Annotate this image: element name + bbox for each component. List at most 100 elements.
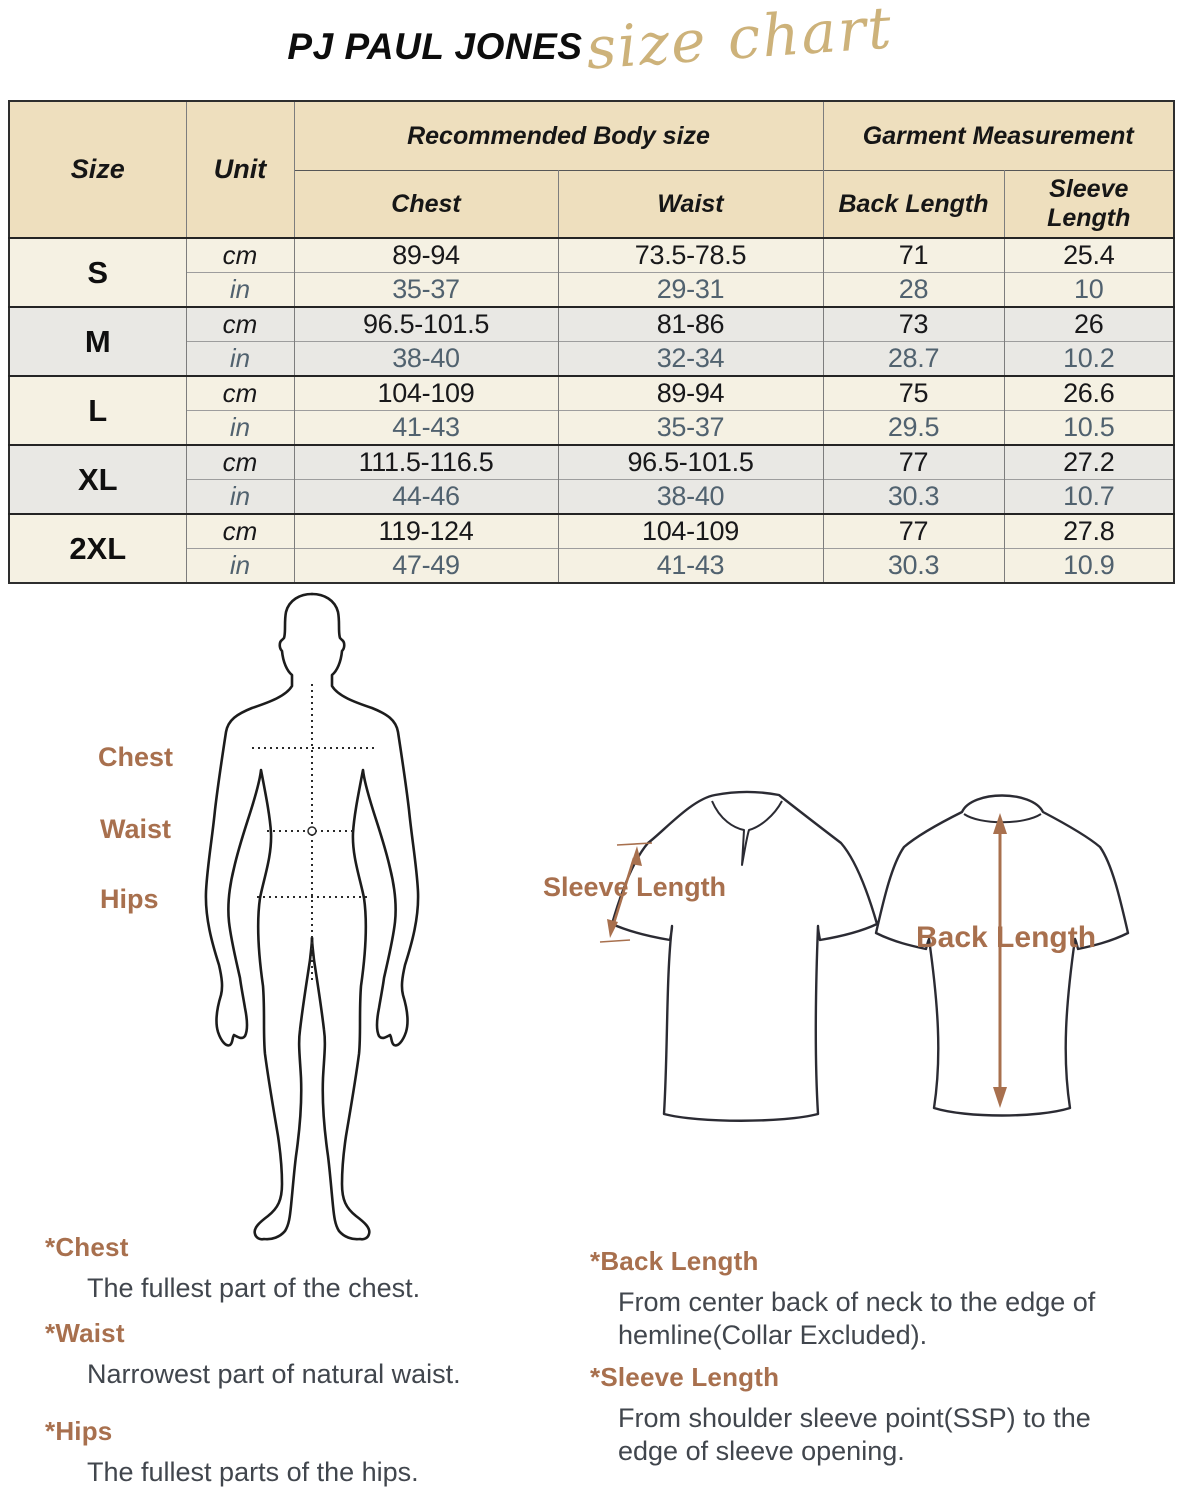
measurement-value-cm: 104-109 [557, 513, 824, 549]
unit-cm-label: cm [185, 513, 295, 549]
size-value: XL [8, 444, 187, 514]
measurement-value-in: 30.3 [822, 479, 1005, 514]
table-row: in 41-43 35-37 29.5 10.5 [9, 410, 1175, 445]
unit-in-label: in [185, 410, 295, 445]
unit-cm-label: cm [185, 375, 295, 411]
measurement-value-in: 29-31 [557, 272, 824, 307]
measurement-value-cm: 111.5-116.5 [293, 444, 559, 480]
measurement-value-in: 10.9 [1003, 548, 1175, 583]
col-header-size: Size [8, 101, 187, 238]
measurement-value-cm: 27.8 [1003, 513, 1175, 549]
table-row: 2XL cm 119-124 104-109 77 27.8 [8, 513, 1175, 583]
col-header-unit: Unit [185, 101, 295, 238]
measurement-value-in: 28.7 [822, 341, 1005, 376]
note-desc: Narrowest part of natural waist. [87, 1359, 461, 1389]
unit-in-label: in [185, 548, 295, 583]
measurement-value-cm: 26.6 [1003, 375, 1175, 411]
note-chest: *Chest The fullest part of the chest. [45, 1232, 420, 1305]
page-title: PJ PAUL JONES size chart [0, 0, 1181, 83]
measurement-value-cm: 89-94 [293, 237, 559, 273]
unit-cm-label: cm [185, 444, 295, 480]
measurement-value-cm: 27.2 [1003, 444, 1175, 480]
measurement-value-in: 28 [822, 272, 1005, 307]
unit-in-label: in [185, 341, 295, 376]
table-row: in 47-49 41-43 30.3 10.9 [9, 548, 1175, 583]
size-value: S [8, 237, 187, 307]
measurement-value-cm: 96.5-101.5 [293, 306, 559, 342]
measurement-value-cm: 75 [822, 375, 1005, 411]
col-header-back-length: Back Length [822, 170, 1005, 238]
size-table: Size Unit Recommended Body size Garment … [8, 100, 1176, 584]
back-length-arrow [993, 813, 1007, 1108]
chest-label: Chest [98, 742, 174, 772]
measurement-value-in: 47-49 [293, 548, 559, 583]
note-term: *Waist [45, 1318, 125, 1348]
note-term: *Hips [45, 1416, 113, 1446]
measurement-value-in: 30.3 [822, 548, 1005, 583]
measurement-value-in: 35-37 [293, 272, 559, 307]
measurement-value-in: 10.7 [1003, 479, 1175, 514]
measurement-value-in: 35-37 [557, 410, 824, 445]
note-desc: The fullest part of the chest. [87, 1273, 421, 1303]
unit-in-label: in [185, 479, 295, 514]
unit-cm-label: cm [185, 237, 295, 273]
size-value: 2XL [8, 513, 187, 583]
waist-marker-dot [307, 826, 317, 836]
measurement-value-in: 10.2 [1003, 341, 1175, 376]
measurement-value-cm: 73 [822, 306, 1005, 342]
measurement-value-in: 10 [1003, 272, 1175, 307]
col-header-chest: Chest [293, 170, 559, 238]
measurement-value-in: 32-34 [557, 341, 824, 376]
measurement-value-in: 38-40 [557, 479, 824, 514]
measurement-value-cm: 77 [822, 513, 1005, 549]
note-term: *Back Length [590, 1246, 759, 1276]
note-desc: From center back of neck to the edge of … [618, 1287, 1096, 1350]
collar-notch-line [711, 800, 783, 866]
col-header-sleeve-length: Sleeve Length [1003, 170, 1175, 238]
shirt-back-diagram [874, 794, 1130, 1117]
unit-in-label: in [185, 272, 295, 307]
brand-name: PJ PAUL JONES [287, 26, 583, 67]
measurement-value-in: 10.5 [1003, 410, 1175, 445]
table-row: XL cm 111.5-116.5 96.5-101.5 77 27.2 [8, 444, 1175, 514]
note-waist: *Waist Narrowest part of natural waist. [45, 1318, 461, 1391]
measurement-value-cm: 25.4 [1003, 237, 1175, 273]
measurement-value-cm: 89-94 [557, 375, 824, 411]
shirt-front-diagram [599, 790, 879, 1122]
measurement-value-cm: 26 [1003, 306, 1175, 342]
note-term: *Chest [45, 1232, 129, 1262]
size-table-header: Size Unit Recommended Body size Garment … [8, 101, 1175, 238]
note-desc: The fullest parts of the hips. [87, 1457, 419, 1487]
table-row: in 44-46 38-40 30.3 10.7 [9, 479, 1175, 514]
measurement-value-in: 41-43 [557, 548, 824, 583]
size-value: L [8, 375, 187, 445]
body-figure-diagram [204, 592, 420, 1241]
measurement-value-cm: 104-109 [293, 375, 559, 411]
measurement-value-in: 29.5 [822, 410, 1005, 445]
measurement-value-cm: 96.5-101.5 [557, 444, 824, 480]
sleeve-length-arrow [599, 842, 653, 943]
measurement-value-cm: 71 [822, 237, 1005, 273]
waist-label: Waist [100, 814, 172, 844]
measurement-value-cm: 119-124 [293, 513, 559, 549]
col-header-waist: Waist [557, 170, 824, 238]
note-hips: *Hips The fullest parts of the hips. [45, 1416, 419, 1489]
back-length-label: Back Length [916, 921, 1097, 954]
measurement-value-cm: 77 [822, 444, 1005, 480]
table-row: in 35-37 29-31 28 10 [9, 272, 1175, 307]
sleeve-length-label: Sleeve Length [543, 872, 727, 902]
measurement-value-in: 44-46 [293, 479, 559, 514]
size-value: M [8, 306, 187, 376]
group-header-garment: Garment Measurement [822, 101, 1175, 171]
group-header-body: Recommended Body size [293, 101, 824, 171]
table-row: in 38-40 32-34 28.7 10.2 [9, 341, 1175, 376]
measurement-value-in: 41-43 [293, 410, 559, 445]
size-chart-script: size chart [584, 0, 896, 83]
measurement-value-cm: 73.5-78.5 [557, 237, 824, 273]
unit-cm-label: cm [185, 306, 295, 342]
